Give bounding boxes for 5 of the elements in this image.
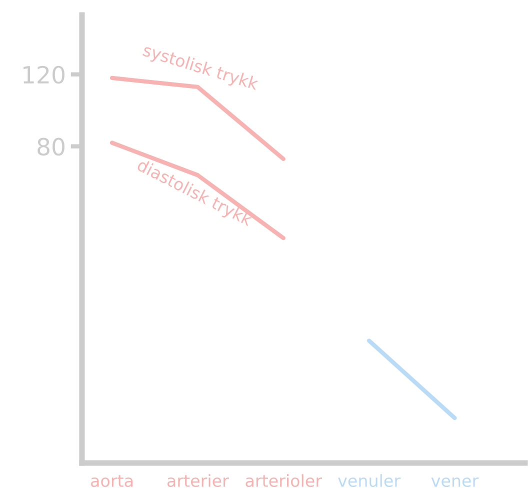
x-tick-label: venuler	[338, 474, 401, 488]
x-tick-label: vener	[431, 477, 479, 488]
x-tick-label: aorta	[90, 475, 132, 488]
x-tick-label: arterioler	[246, 474, 322, 488]
x-tick-label: arterier	[167, 474, 229, 488]
